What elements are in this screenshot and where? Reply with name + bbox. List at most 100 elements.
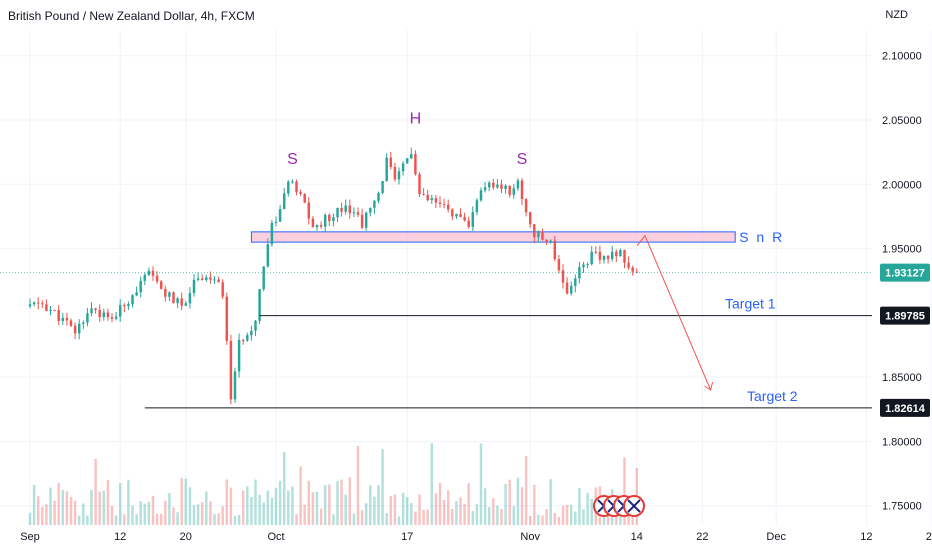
candle-body — [574, 278, 577, 286]
volume-bar — [414, 511, 417, 525]
candle-body — [192, 279, 196, 293]
volume-bar — [241, 490, 245, 525]
volume-bar — [557, 516, 561, 525]
volume-bar — [196, 504, 200, 525]
candle-body — [512, 188, 516, 195]
candle-body — [61, 317, 65, 321]
volume-bar — [291, 486, 294, 525]
x-tick-label: 12 — [114, 531, 126, 543]
candle-body — [475, 200, 479, 213]
candle-body — [422, 194, 425, 196]
volume-bars — [28, 443, 639, 525]
volume-bar — [192, 505, 196, 525]
volume-bar — [569, 504, 573, 525]
volume-bar — [590, 498, 593, 525]
volume-bar — [401, 492, 405, 525]
volume-bar — [619, 510, 622, 525]
candle-body — [82, 322, 85, 324]
candle-body — [356, 212, 360, 215]
candle-body — [262, 266, 265, 290]
volume-bar — [172, 507, 175, 525]
volume-bar — [533, 484, 536, 525]
candle-body — [41, 303, 44, 305]
candle-body — [328, 214, 331, 222]
candle-body — [500, 184, 503, 190]
candle-body — [377, 192, 380, 201]
volume-bar — [180, 478, 183, 525]
candle-body — [221, 282, 224, 297]
volume-bar — [287, 490, 290, 525]
candle-body — [106, 312, 110, 318]
candle-body — [541, 232, 544, 240]
volume-bar — [422, 509, 425, 525]
volume-bar — [32, 484, 36, 525]
candle-body — [287, 181, 290, 194]
economic-event-icons[interactable] — [593, 495, 645, 517]
candle-body — [184, 303, 188, 306]
candle-body — [352, 212, 356, 214]
volume-bar — [541, 515, 544, 525]
volume-bar — [36, 496, 40, 525]
candle-body — [65, 317, 69, 321]
volume-bar — [110, 505, 114, 525]
candle-body — [455, 214, 458, 217]
candle-body — [623, 249, 626, 263]
candle-body — [168, 292, 171, 297]
candle-body — [241, 339, 245, 341]
candle-body — [487, 182, 491, 188]
snr-zone-label: S n R — [739, 229, 784, 245]
candle-body — [90, 308, 93, 314]
volume-bar — [479, 443, 483, 525]
volume-bar — [344, 494, 347, 525]
volume-bar — [487, 507, 491, 525]
candle-body — [299, 192, 302, 194]
volume-bar — [483, 488, 487, 525]
x-tick-label: 14 — [631, 531, 643, 543]
level-price-tag — [880, 306, 930, 325]
candle-body — [332, 217, 335, 222]
volume-bar — [311, 492, 315, 525]
candle-body — [610, 251, 614, 259]
candle-body — [524, 199, 528, 213]
volume-bar — [217, 513, 220, 525]
volume-bar — [463, 503, 466, 525]
volume-bar — [258, 494, 261, 525]
candle-body — [336, 207, 339, 218]
volume-bar — [188, 487, 192, 525]
candle-body — [225, 296, 229, 341]
candle-body — [250, 330, 253, 336]
candle-body — [164, 288, 167, 297]
x-tick-label: 20 — [180, 531, 192, 543]
candle-body — [410, 154, 413, 159]
candle-body — [483, 187, 487, 191]
volume-bar — [209, 501, 212, 525]
axes: 2.10000 2.05000 2.00000 1.95000 1.85000 1.800… — [20, 51, 932, 543]
candle-body — [615, 251, 618, 257]
volume-bar — [623, 457, 626, 525]
volume-bar — [512, 506, 516, 525]
level-price-text: 1.89785 — [885, 311, 925, 323]
candle-body — [205, 277, 208, 280]
candle-body — [557, 259, 561, 271]
candle-body — [426, 194, 429, 201]
candle-body — [381, 181, 384, 193]
candle-body — [311, 218, 315, 228]
volume-bar — [69, 496, 73, 525]
volume-bar — [369, 485, 372, 525]
candle-body — [393, 166, 397, 180]
candle-body — [151, 270, 155, 276]
candle-body — [274, 221, 278, 223]
candle-body — [270, 222, 274, 245]
volume-bar — [553, 512, 557, 525]
volume-bar — [328, 484, 331, 525]
volume-bar — [118, 483, 122, 525]
candle-body — [553, 240, 557, 260]
volume-bar — [561, 505, 565, 525]
candle-body — [528, 212, 532, 225]
volume-bar — [393, 494, 397, 525]
volume-bar — [504, 483, 507, 525]
candle-body — [139, 280, 142, 293]
volume-bar — [389, 496, 393, 525]
candle-body — [246, 335, 249, 341]
